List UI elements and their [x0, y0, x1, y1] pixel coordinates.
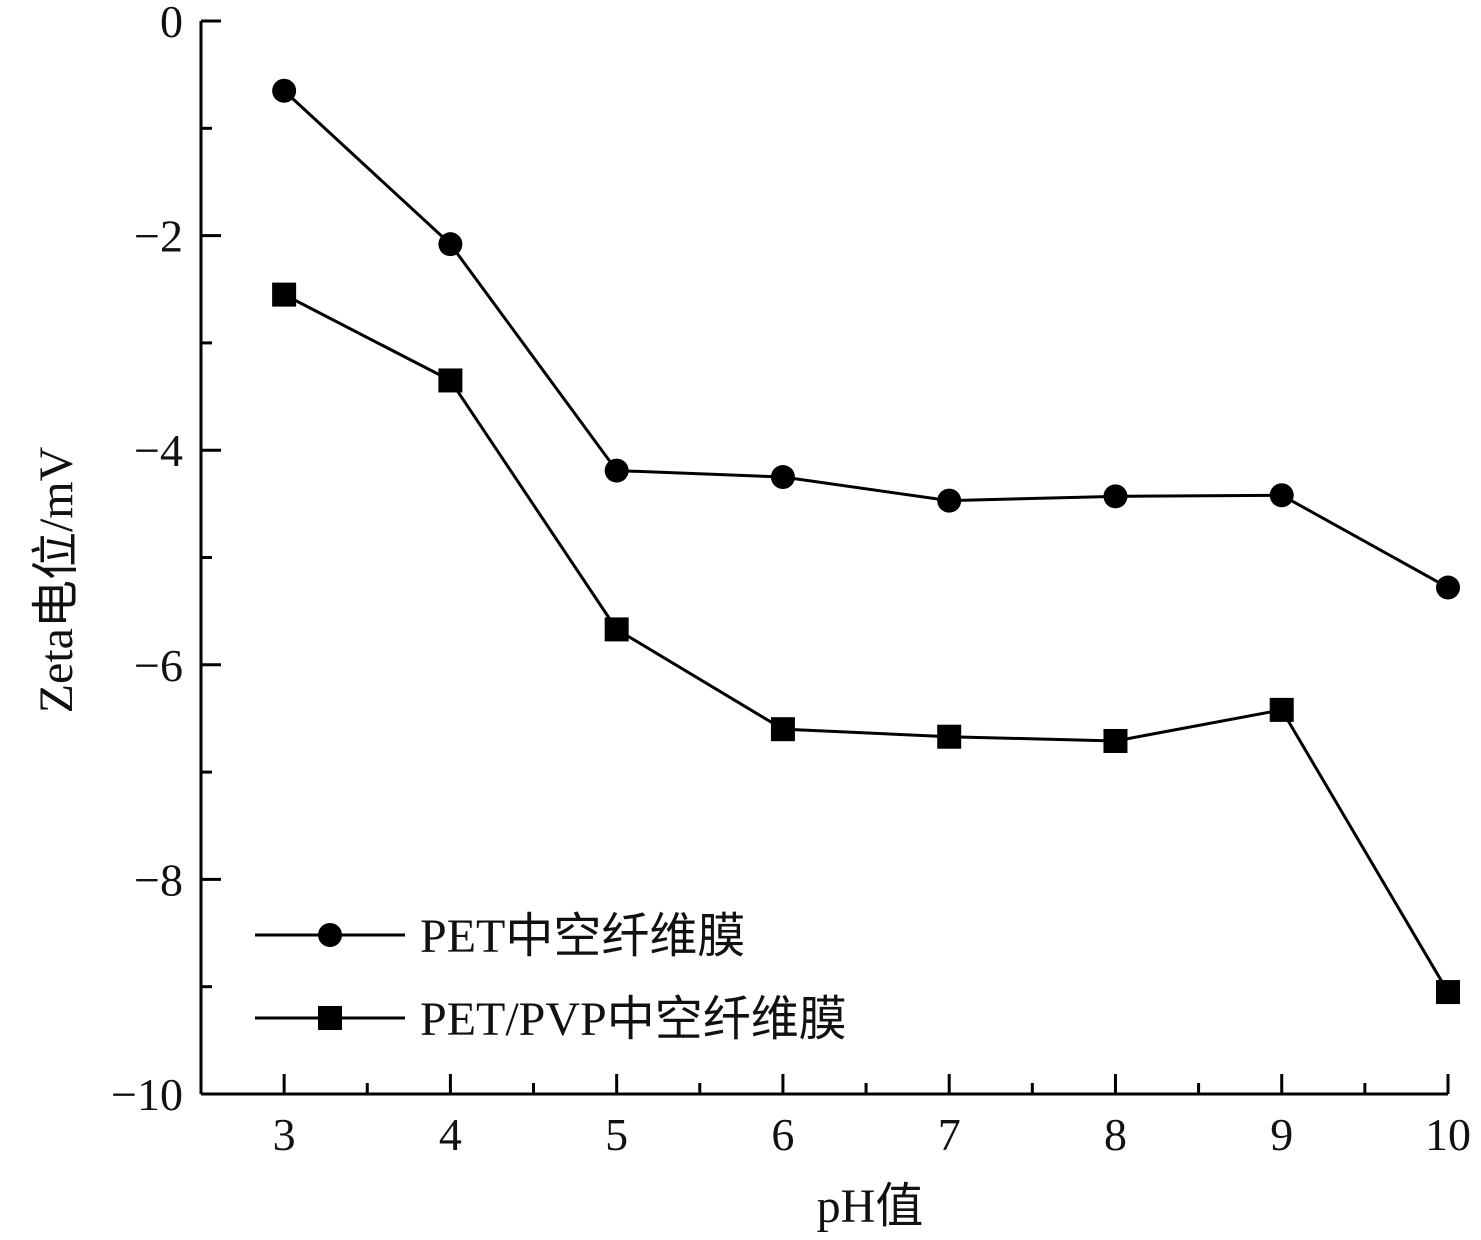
x-tick-label: 10 — [1425, 1109, 1471, 1160]
data-point — [1436, 980, 1460, 1005]
y-tick-label: 0 — [160, 0, 183, 47]
series-2 — [272, 282, 1460, 1005]
data-point — [438, 232, 463, 257]
x-tick-label: 9 — [1270, 1109, 1293, 1160]
axes: 0 −2 −4 −6 −8 −10 3 4 5 6 7 8 9 10 — [111, 0, 1471, 1160]
x-tick-label: 7 — [938, 1109, 961, 1160]
y-tick-label: −4 — [134, 425, 183, 476]
y-tick-label: −2 — [134, 211, 183, 262]
legend-label: PET中空纤维膜 — [420, 910, 745, 963]
y-tick-label: −8 — [134, 854, 183, 905]
x-axis-title: pH值 — [817, 1180, 924, 1233]
data-point — [272, 282, 297, 307]
series-line — [283, 89, 1449, 589]
legend: PET中空纤维膜 PET/PVP中空纤维膜 — [255, 910, 847, 1046]
data-point — [604, 617, 629, 642]
data-point — [272, 78, 297, 103]
data-point — [438, 368, 463, 393]
legend-item: PET中空纤维膜 — [255, 910, 745, 963]
series-line — [283, 293, 1450, 993]
data-point — [770, 465, 795, 490]
data-point — [604, 458, 629, 483]
x-tick-label: 3 — [273, 1109, 296, 1160]
y-axis-title: Zeta电位/mV — [30, 446, 83, 713]
legend-marker — [318, 923, 342, 947]
legend-marker — [318, 1006, 342, 1030]
data-point — [937, 488, 962, 513]
y-tick-label: −10 — [111, 1069, 183, 1120]
data-point — [937, 724, 962, 749]
x-tick-label: 4 — [439, 1109, 462, 1160]
legend-label: PET/PVP中空纤维膜 — [420, 993, 847, 1046]
x-tick-label: 6 — [771, 1109, 794, 1160]
data-point — [1269, 483, 1294, 508]
data-point — [1103, 728, 1128, 753]
data-point — [1269, 697, 1294, 722]
series-layer — [272, 78, 1460, 1005]
x-tick-label: 8 — [1104, 1109, 1127, 1160]
y-tick-label: −6 — [134, 640, 183, 691]
x-tick-label: 5 — [605, 1109, 628, 1160]
legend-item: PET/PVP中空纤维膜 — [255, 993, 847, 1046]
series-1 — [272, 78, 1460, 600]
data-point — [1436, 575, 1460, 600]
data-point — [770, 717, 795, 742]
data-point — [1103, 484, 1128, 509]
